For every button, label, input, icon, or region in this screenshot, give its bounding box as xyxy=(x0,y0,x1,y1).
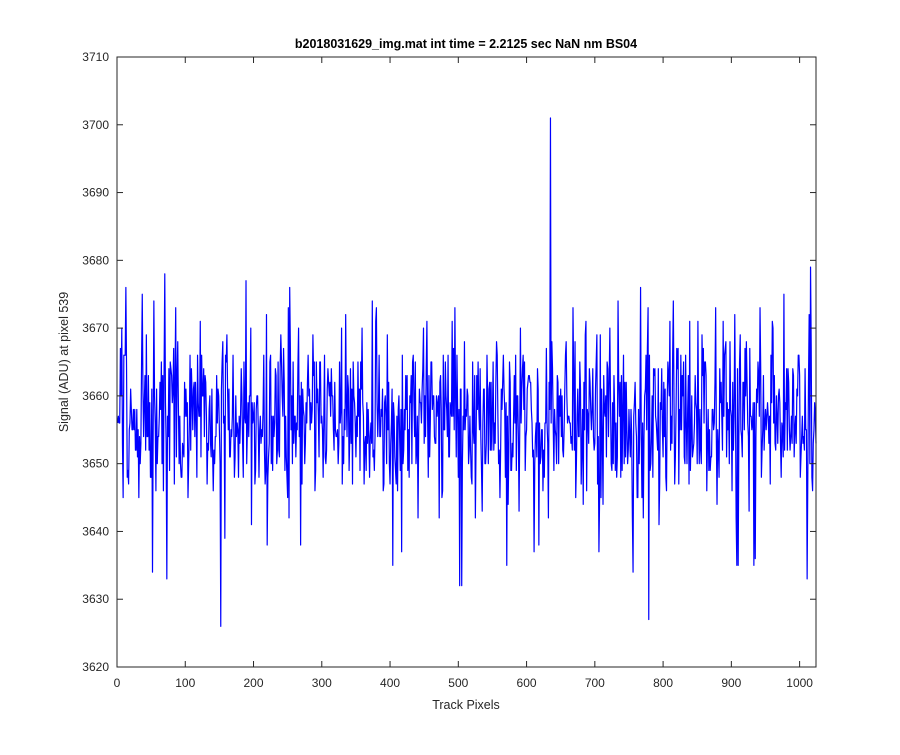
x-ticks: 0 100 200 300 400 500 600 700 800 900 1000 xyxy=(114,57,813,690)
y-tick-label: 3710 xyxy=(82,50,109,64)
x-tick-label: 500 xyxy=(448,676,468,690)
y-tick-label: 3630 xyxy=(82,592,109,606)
x-axis-label: Track Pixels xyxy=(432,698,500,712)
y-tick-label: 3700 xyxy=(82,118,109,132)
x-tick-label: 400 xyxy=(380,676,400,690)
x-tick-label: 200 xyxy=(244,676,264,690)
y-tick-label: 3650 xyxy=(82,457,109,471)
y-ticks: 3620 3630 3640 3650 3660 3670 3680 3690 3700 3710 xyxy=(82,50,816,674)
chart-title: b2018031629_img.mat int time = 2.2125 se… xyxy=(295,37,637,51)
x-tick-label: 0 xyxy=(114,676,121,690)
y-tick-label: 3640 xyxy=(82,524,109,538)
x-tick-label: 700 xyxy=(585,676,605,690)
x-tick-label: 100 xyxy=(175,676,195,690)
x-tick-label: 1000 xyxy=(786,676,813,690)
x-tick-label: 300 xyxy=(312,676,332,690)
y-tick-label: 3690 xyxy=(82,186,109,200)
y-tick-label: 3670 xyxy=(82,321,109,335)
x-tick-label: 800 xyxy=(653,676,673,690)
plot-frame xyxy=(116,56,817,668)
data-layer xyxy=(117,117,817,627)
y-tick-label: 3660 xyxy=(82,389,109,403)
x-tick-label: 900 xyxy=(721,676,741,690)
series-line xyxy=(117,117,817,627)
y-tick-label: 3620 xyxy=(82,660,109,674)
x-tick-label: 600 xyxy=(517,676,537,690)
y-tick-label: 3680 xyxy=(82,253,109,267)
y-axis-label: Signal (ADU) at pixel 539 xyxy=(57,292,71,432)
